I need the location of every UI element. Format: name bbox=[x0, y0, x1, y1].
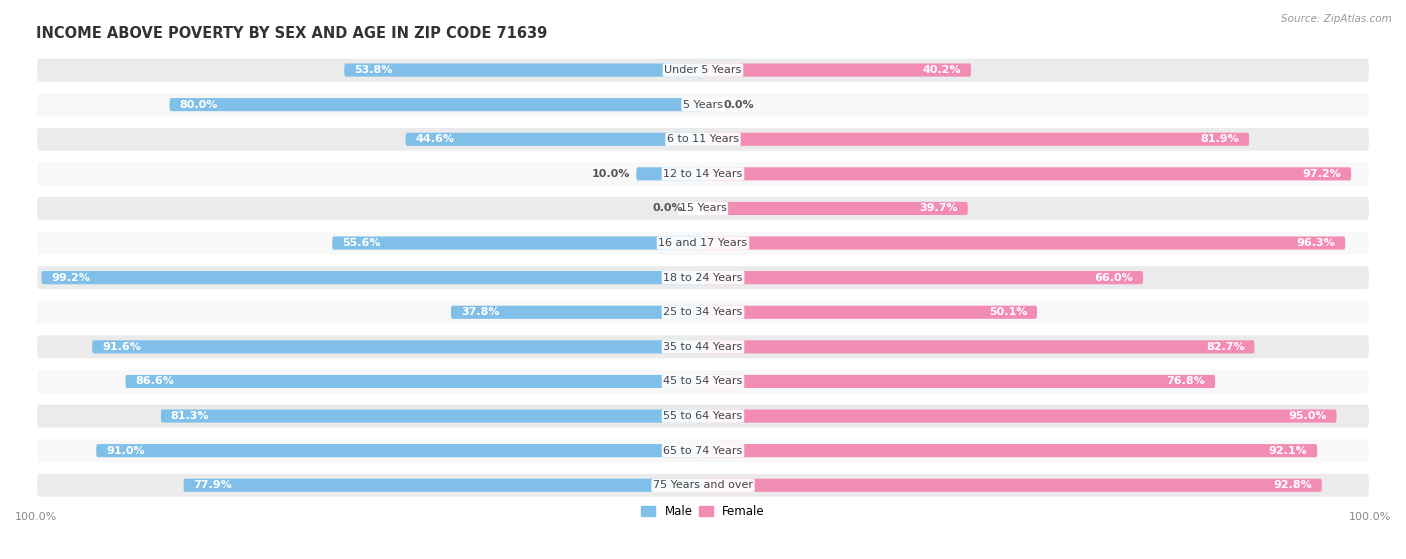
Legend: Male, Female: Male, Female bbox=[637, 500, 769, 523]
Text: 6 to 11 Years: 6 to 11 Years bbox=[666, 134, 740, 144]
Text: 16 and 17 Years: 16 and 17 Years bbox=[658, 238, 748, 248]
FancyBboxPatch shape bbox=[703, 375, 1215, 388]
FancyBboxPatch shape bbox=[37, 162, 1369, 186]
FancyBboxPatch shape bbox=[332, 236, 703, 250]
Text: 65 to 74 Years: 65 to 74 Years bbox=[664, 446, 742, 456]
FancyBboxPatch shape bbox=[41, 271, 703, 284]
FancyBboxPatch shape bbox=[37, 438, 1369, 463]
FancyBboxPatch shape bbox=[37, 58, 1369, 83]
Text: 92.1%: 92.1% bbox=[1268, 446, 1308, 456]
FancyBboxPatch shape bbox=[37, 92, 1369, 117]
Text: 76.8%: 76.8% bbox=[1167, 376, 1205, 386]
Text: 77.9%: 77.9% bbox=[194, 480, 232, 490]
Text: 97.2%: 97.2% bbox=[1302, 169, 1341, 179]
Text: 99.2%: 99.2% bbox=[52, 273, 90, 283]
FancyBboxPatch shape bbox=[703, 64, 972, 77]
FancyBboxPatch shape bbox=[344, 64, 703, 77]
Text: 37.8%: 37.8% bbox=[461, 307, 499, 318]
FancyBboxPatch shape bbox=[703, 98, 716, 111]
FancyBboxPatch shape bbox=[37, 473, 1369, 498]
FancyBboxPatch shape bbox=[37, 369, 1369, 394]
FancyBboxPatch shape bbox=[703, 340, 1254, 353]
FancyBboxPatch shape bbox=[703, 167, 1351, 181]
Text: 81.9%: 81.9% bbox=[1201, 134, 1239, 144]
Text: 92.8%: 92.8% bbox=[1272, 480, 1312, 490]
Text: 75 Years and over: 75 Years and over bbox=[652, 480, 754, 490]
Text: 53.8%: 53.8% bbox=[354, 65, 392, 75]
Text: INCOME ABOVE POVERTY BY SEX AND AGE IN ZIP CODE 71639: INCOME ABOVE POVERTY BY SEX AND AGE IN Z… bbox=[37, 26, 547, 41]
Text: 44.6%: 44.6% bbox=[416, 134, 454, 144]
FancyBboxPatch shape bbox=[37, 300, 1369, 325]
Text: 0.0%: 0.0% bbox=[723, 100, 754, 110]
Text: 82.7%: 82.7% bbox=[1206, 342, 1244, 352]
Text: 25 to 34 Years: 25 to 34 Years bbox=[664, 307, 742, 318]
FancyBboxPatch shape bbox=[125, 375, 703, 388]
Text: 15 Years: 15 Years bbox=[679, 203, 727, 214]
FancyBboxPatch shape bbox=[184, 479, 703, 492]
FancyBboxPatch shape bbox=[37, 404, 1369, 429]
Text: 10.0%: 10.0% bbox=[592, 169, 630, 179]
Text: 50.1%: 50.1% bbox=[988, 307, 1028, 318]
Text: 55 to 64 Years: 55 to 64 Years bbox=[664, 411, 742, 421]
Text: 39.7%: 39.7% bbox=[920, 203, 957, 214]
Text: 66.0%: 66.0% bbox=[1094, 273, 1133, 283]
FancyBboxPatch shape bbox=[37, 127, 1369, 151]
Text: 91.0%: 91.0% bbox=[105, 446, 145, 456]
FancyBboxPatch shape bbox=[703, 444, 1317, 457]
Text: 86.6%: 86.6% bbox=[135, 376, 174, 386]
FancyBboxPatch shape bbox=[405, 132, 703, 146]
Text: Source: ZipAtlas.com: Source: ZipAtlas.com bbox=[1281, 14, 1392, 24]
FancyBboxPatch shape bbox=[703, 132, 1249, 146]
Text: 12 to 14 Years: 12 to 14 Years bbox=[664, 169, 742, 179]
FancyBboxPatch shape bbox=[93, 340, 703, 353]
FancyBboxPatch shape bbox=[703, 306, 1038, 319]
FancyBboxPatch shape bbox=[703, 479, 1322, 492]
FancyBboxPatch shape bbox=[37, 265, 1369, 290]
FancyBboxPatch shape bbox=[160, 410, 703, 423]
FancyBboxPatch shape bbox=[451, 306, 703, 319]
Text: 96.3%: 96.3% bbox=[1296, 238, 1336, 248]
FancyBboxPatch shape bbox=[703, 410, 1337, 423]
FancyBboxPatch shape bbox=[96, 444, 703, 457]
FancyBboxPatch shape bbox=[703, 271, 1143, 284]
FancyBboxPatch shape bbox=[690, 202, 703, 215]
Text: 95.0%: 95.0% bbox=[1288, 411, 1326, 421]
FancyBboxPatch shape bbox=[37, 334, 1369, 359]
Text: 81.3%: 81.3% bbox=[172, 411, 209, 421]
Text: 5 Years: 5 Years bbox=[683, 100, 723, 110]
Text: 45 to 54 Years: 45 to 54 Years bbox=[664, 376, 742, 386]
Text: 55.6%: 55.6% bbox=[342, 238, 381, 248]
Text: 0.0%: 0.0% bbox=[652, 203, 683, 214]
FancyBboxPatch shape bbox=[37, 231, 1369, 255]
Text: 40.2%: 40.2% bbox=[922, 65, 962, 75]
FancyBboxPatch shape bbox=[37, 196, 1369, 221]
Text: 18 to 24 Years: 18 to 24 Years bbox=[664, 273, 742, 283]
Text: 91.6%: 91.6% bbox=[103, 342, 141, 352]
FancyBboxPatch shape bbox=[703, 202, 967, 215]
Text: 80.0%: 80.0% bbox=[180, 100, 218, 110]
Text: 35 to 44 Years: 35 to 44 Years bbox=[664, 342, 742, 352]
Text: Under 5 Years: Under 5 Years bbox=[665, 65, 741, 75]
FancyBboxPatch shape bbox=[703, 236, 1346, 250]
FancyBboxPatch shape bbox=[637, 167, 703, 181]
FancyBboxPatch shape bbox=[170, 98, 703, 111]
